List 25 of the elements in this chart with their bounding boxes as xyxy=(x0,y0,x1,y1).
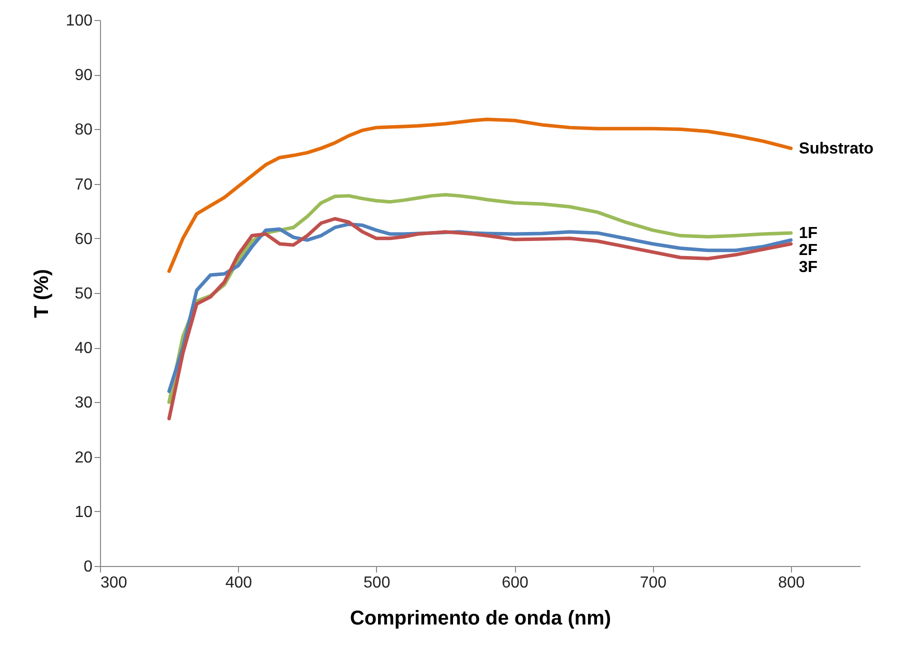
y-axis-title: T (%) xyxy=(30,269,53,318)
x-tick-label: 500 xyxy=(364,574,390,592)
series-label: 1F xyxy=(798,224,818,242)
y-tick-label: 60 xyxy=(74,230,93,248)
y-tick-label: 0 xyxy=(84,558,93,576)
y-tick-label: 90 xyxy=(74,67,93,84)
x-tick-label: 700 xyxy=(640,574,667,592)
series-label: 2F xyxy=(798,242,818,259)
y-tick-label: 20 xyxy=(74,449,93,466)
y-tick-label: 80 xyxy=(74,122,93,139)
y-tick-label: 70 xyxy=(74,176,93,194)
series-label: 3F xyxy=(798,258,818,276)
x-tick-label: 300 xyxy=(100,574,128,592)
line-series xyxy=(167,216,793,420)
x-tick-label: 400 xyxy=(225,574,252,592)
y-tick-label: 50 xyxy=(74,286,93,302)
series-label: Substrato xyxy=(798,140,874,158)
y-tick-label: 100 xyxy=(66,12,93,30)
x-axis-title: Comprimento de onda (nm) xyxy=(350,608,612,630)
line-series xyxy=(167,118,793,273)
x-tick-label: 600 xyxy=(502,574,528,592)
y-tick-label: 10 xyxy=(74,504,93,521)
x-tick-label: 800 xyxy=(778,574,805,592)
y-tick-label: 40 xyxy=(74,340,93,358)
y-tick-label: 30 xyxy=(74,394,93,412)
